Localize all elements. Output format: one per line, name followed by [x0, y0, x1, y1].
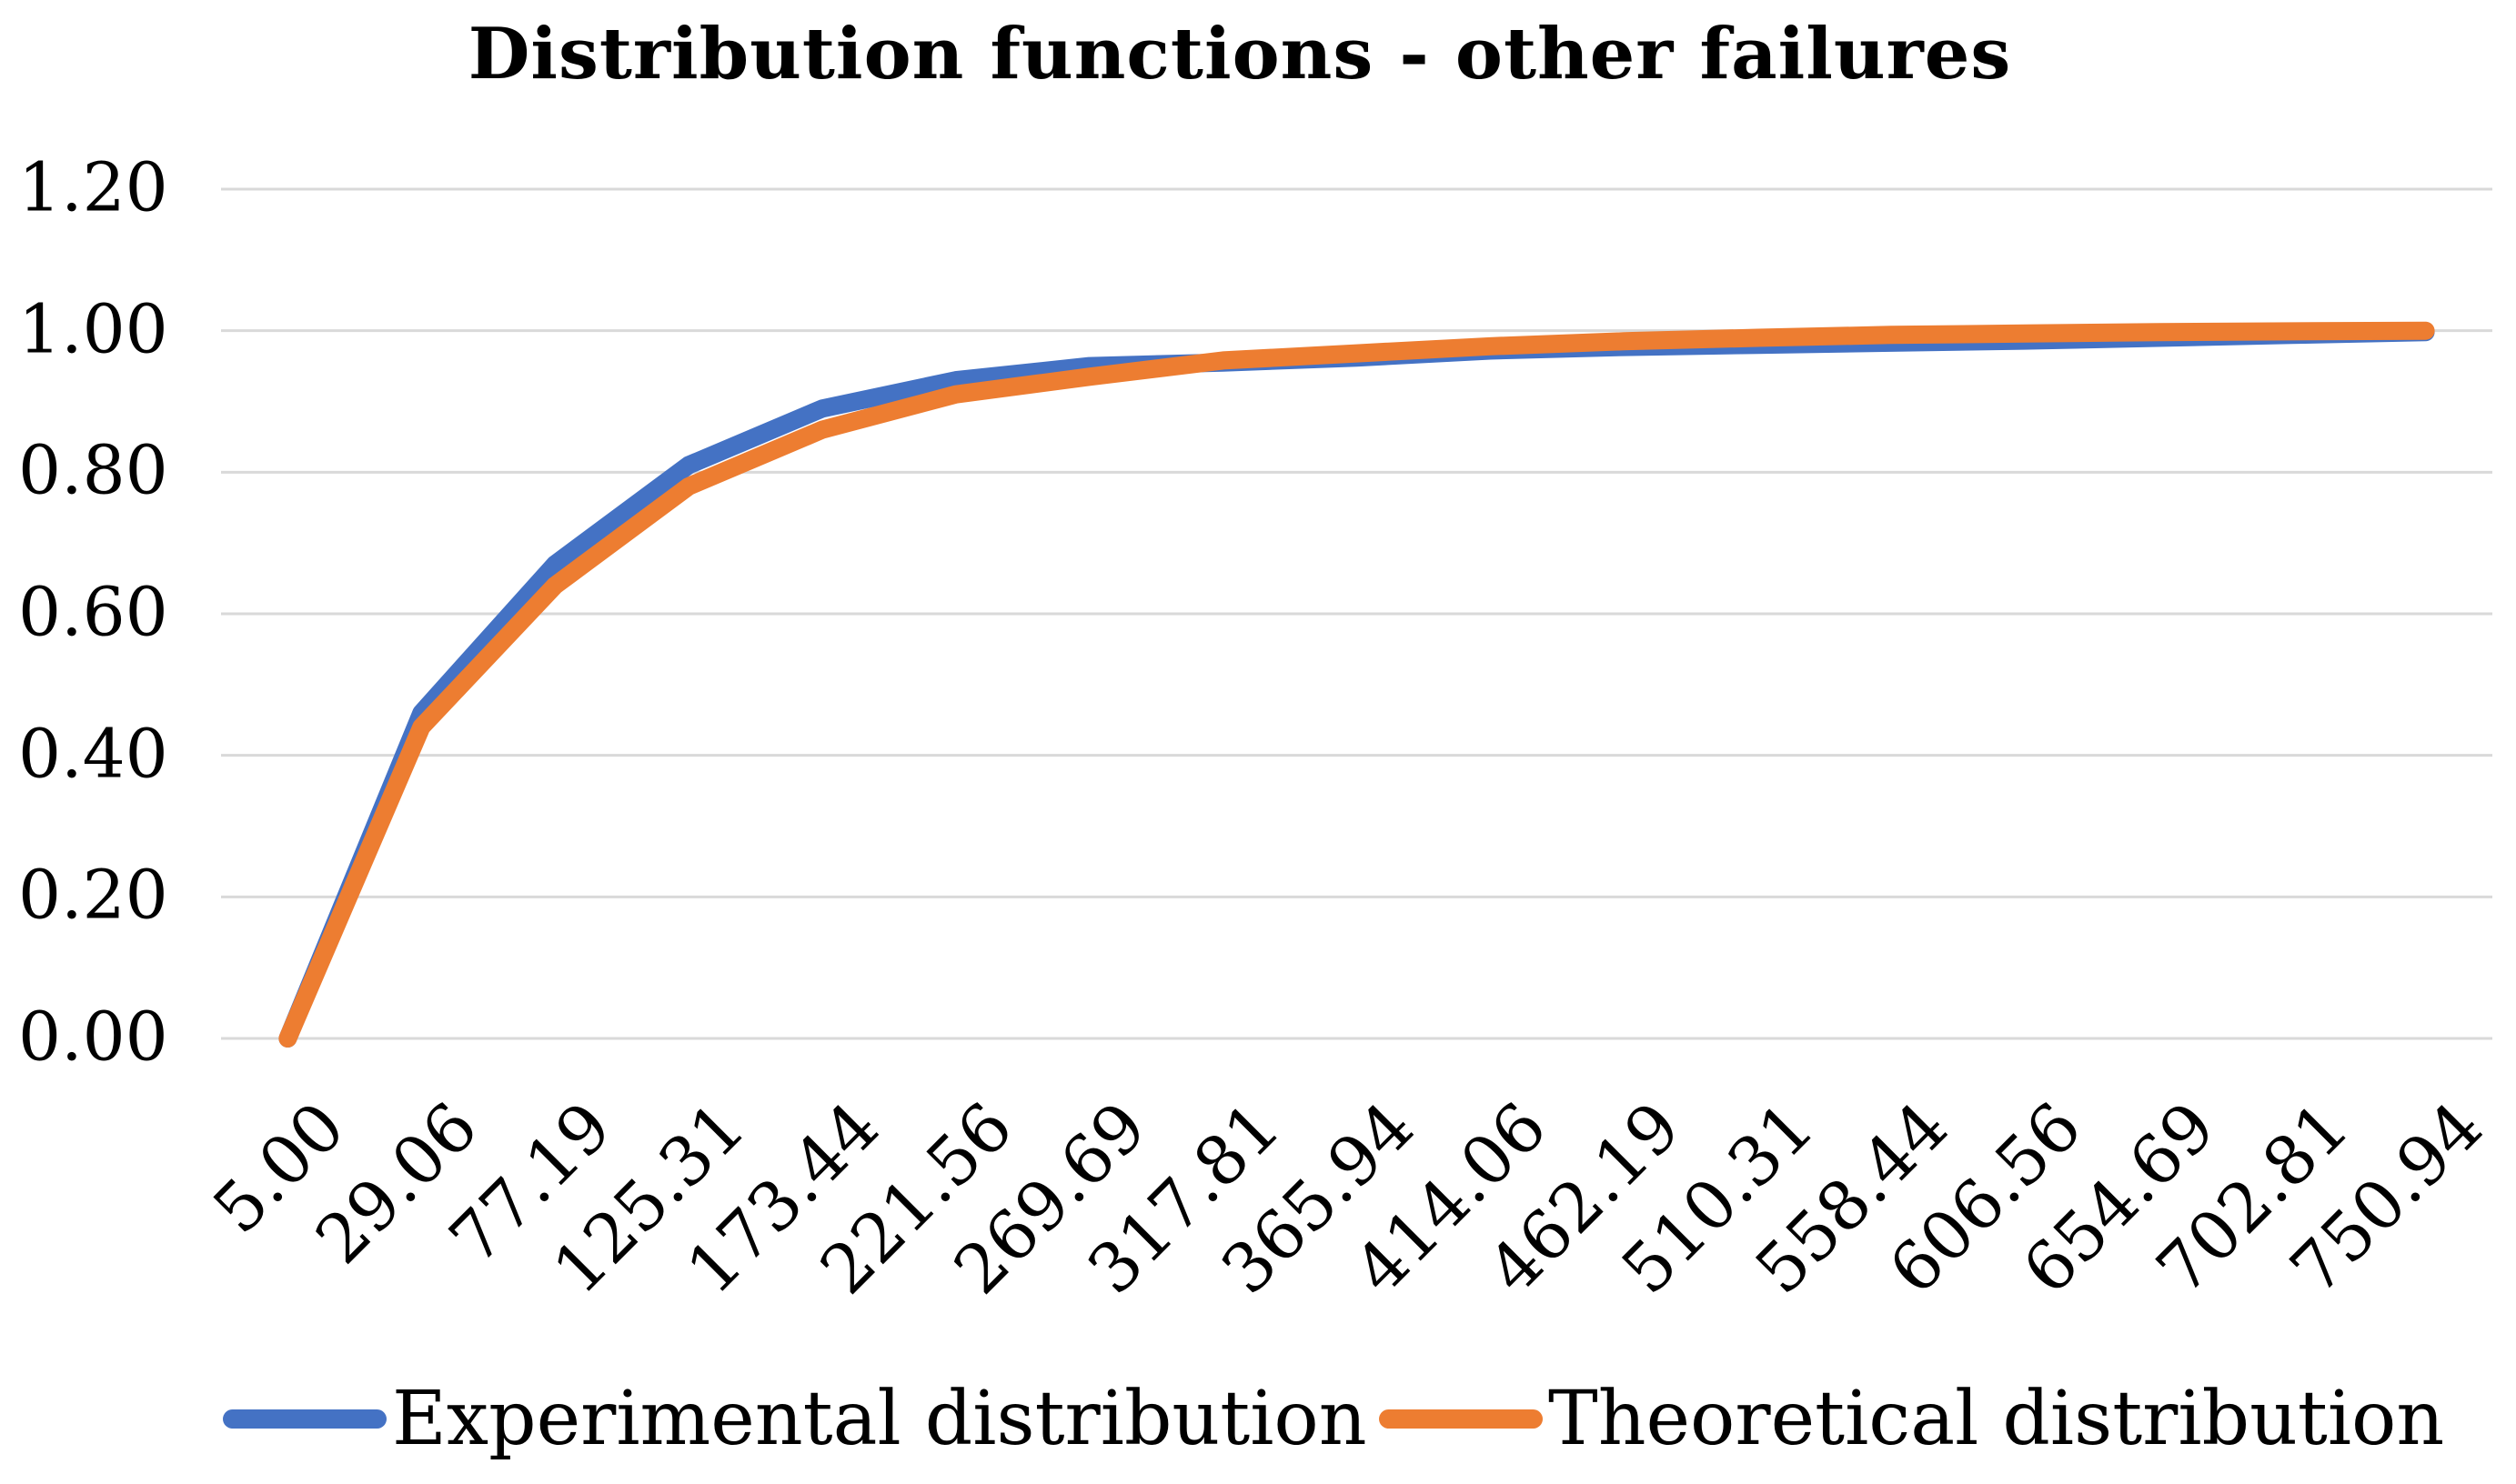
y-tick-label: 0.00: [18, 998, 168, 1077]
legend-label-theoretical: Theoretical distribution: [1548, 1375, 2445, 1462]
y-tick-label: 1.00: [18, 289, 168, 368]
y-tick-label: 1.20: [18, 148, 168, 227]
y-tick-label: 0.80: [18, 431, 168, 510]
legend-label-experimental: Experimental distribution: [392, 1375, 1367, 1462]
series-lines: [278, 321, 2435, 1048]
series-line-experimental: [278, 323, 2435, 1048]
y-tick-label: 0.40: [18, 714, 168, 793]
experimental-line-swatch: [223, 1409, 387, 1429]
legend-item-experimental: Experimental distribution: [223, 1371, 1367, 1466]
y-tick-label: 0.60: [18, 573, 168, 652]
series-line-theoretical: [278, 321, 2435, 1048]
theoretical-line-swatch: [1379, 1409, 1543, 1429]
y-tick-label: 0.20: [18, 856, 168, 935]
gridlines: [221, 187, 2492, 1040]
legend-item-theoretical: Theoretical distribution: [1379, 1371, 2444, 1466]
chart-title: Distribution functions - other failures: [468, 13, 2012, 95]
